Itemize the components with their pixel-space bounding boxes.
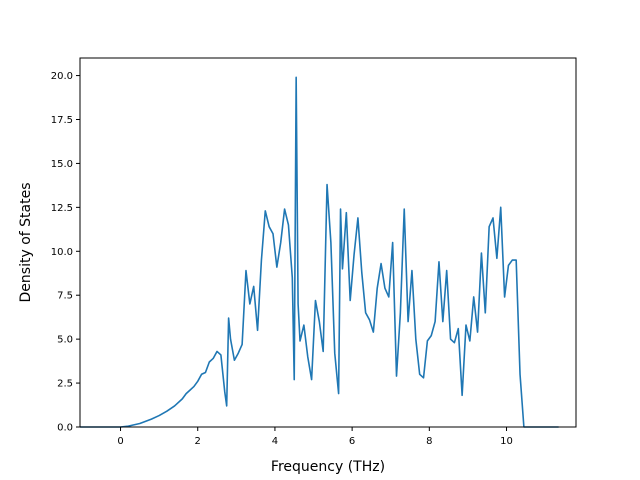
x-axis-ticks: 0 2 4 6 8 10: [117, 427, 513, 447]
x-tick-label: 6: [349, 436, 355, 447]
x-tick-label: 0: [117, 436, 123, 447]
y-tick-label: 5.0: [57, 335, 73, 346]
y-tick-label: 15.0: [51, 159, 73, 170]
x-tick-label: 8: [426, 436, 432, 447]
x-tick-label: 2: [195, 436, 201, 447]
plot-frame: [79, 57, 577, 428]
x-axis-label: Frequency (THz): [271, 459, 385, 475]
y-tick-label: 2.5: [57, 379, 73, 390]
series-layer: [80, 76, 559, 428]
plot-area: [80, 58, 576, 427]
x-tick-label: 4: [272, 436, 278, 447]
y-tick-label: 20.0: [51, 71, 73, 82]
y-axis-label: Density of States: [18, 183, 34, 303]
y-tick-label: 17.5: [51, 115, 73, 126]
x-tick-label: 10: [500, 436, 513, 447]
series-line-0: [80, 76, 559, 428]
y-tick-label: 10.0: [51, 247, 73, 258]
y-tick-label: 7.5: [57, 291, 73, 302]
y-tick-label: 12.5: [51, 203, 73, 214]
y-tick-label: 0.0: [57, 423, 73, 434]
y-axis-ticks: 0.0 2.5 5.0 7.5 10.0 12.5 15.0 17.5 20.0: [51, 71, 80, 434]
